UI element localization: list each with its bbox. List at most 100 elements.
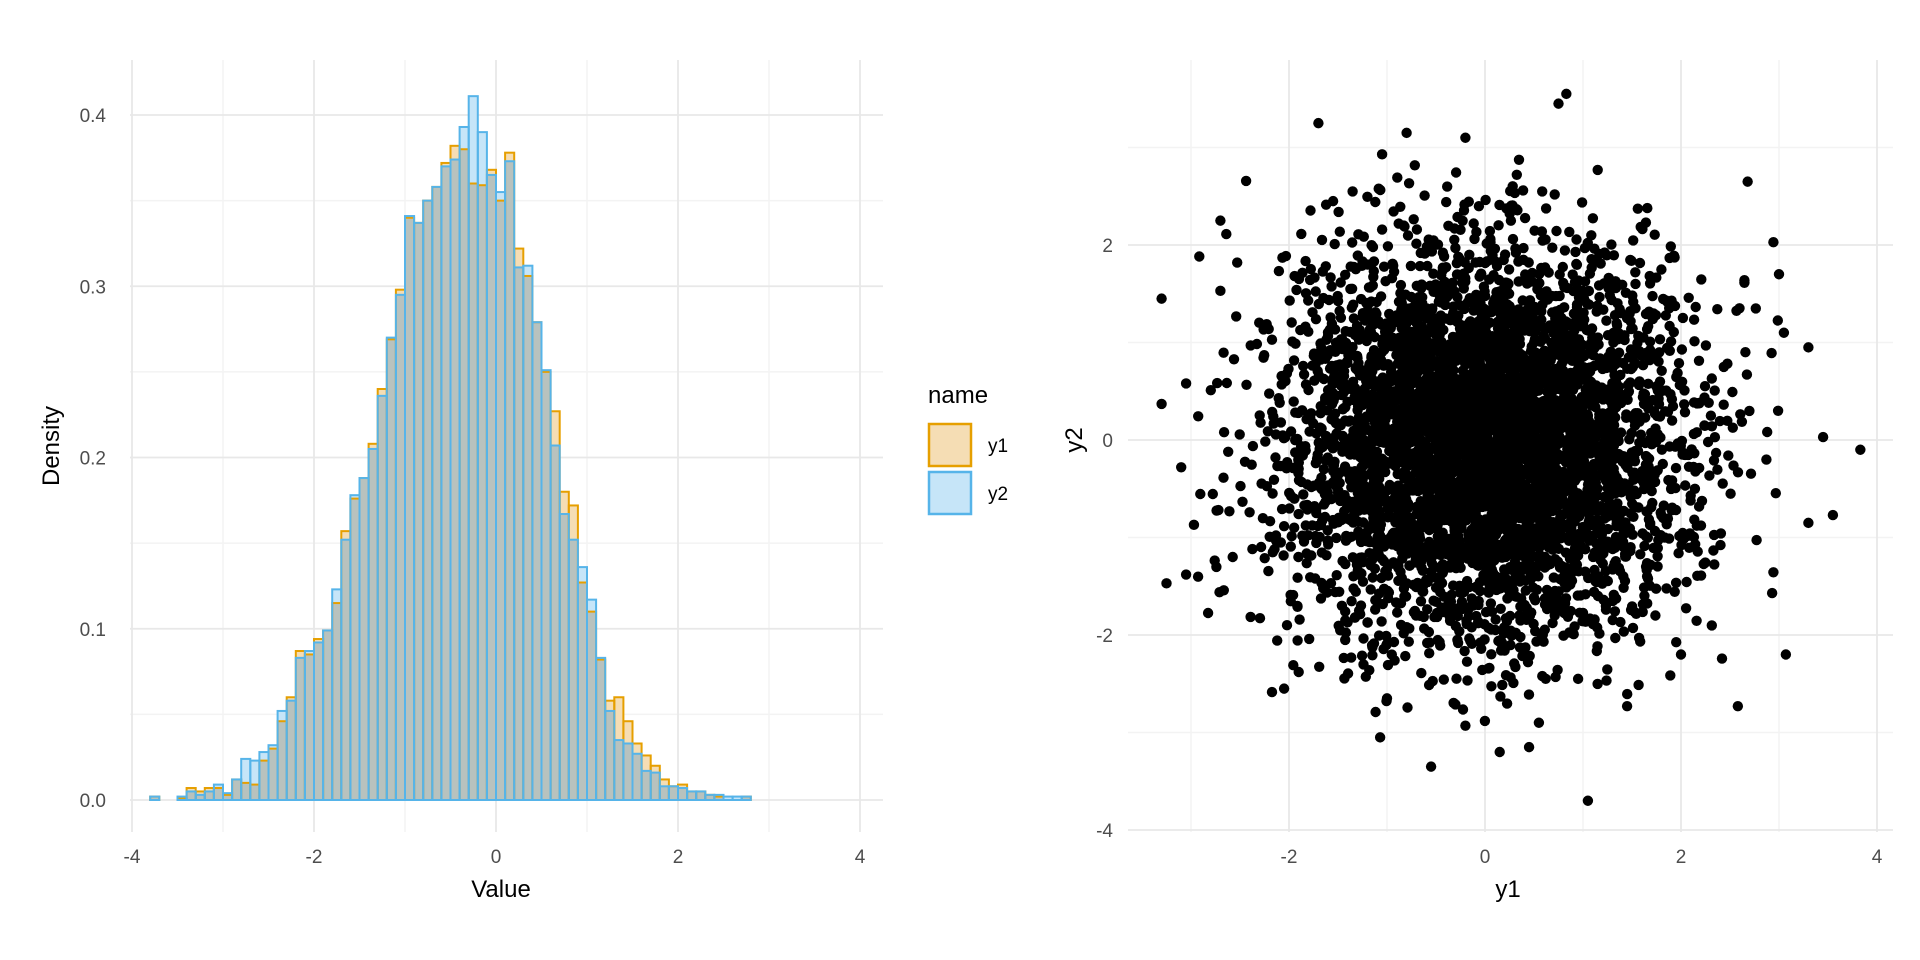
x-tick-label: -4 <box>124 847 141 868</box>
scatter-point <box>1333 206 1344 218</box>
scatter-point <box>1430 572 1441 583</box>
scatter-point <box>1589 254 1600 266</box>
scatter-point <box>1381 485 1393 496</box>
bar-y2-fill <box>241 758 251 800</box>
scatter-point <box>1554 290 1565 302</box>
scatter-point <box>1572 488 1584 499</box>
scatter-point <box>1618 505 1630 517</box>
scatter-point <box>1552 664 1563 676</box>
scatter-point <box>1386 649 1398 660</box>
scatter-point <box>1348 583 1359 594</box>
scatter-point <box>1657 458 1669 470</box>
scatter-point <box>1338 378 1350 389</box>
scatter-point <box>1500 551 1512 563</box>
scatter-point <box>1498 254 1509 266</box>
scatter-point <box>1597 578 1608 589</box>
scatter-point <box>1605 346 1617 357</box>
bar-overlap <box>514 267 524 801</box>
scatter-point <box>1644 354 1656 366</box>
scatter-point <box>1675 440 1687 452</box>
scatter-point <box>1703 397 1714 408</box>
scatter-point <box>1641 571 1653 582</box>
bar-overlap <box>195 794 205 800</box>
scatter-point <box>1367 650 1378 661</box>
scatter-point <box>1604 290 1616 301</box>
bar-overlap <box>295 657 305 800</box>
scatter-point <box>1507 233 1519 245</box>
scatter-point <box>1468 298 1479 309</box>
scatter-point <box>1618 571 1629 582</box>
scatter-point <box>1636 350 1648 362</box>
scatter-point <box>1440 509 1452 520</box>
scatter-point <box>1405 535 1417 546</box>
scatter-point <box>1367 642 1378 653</box>
scatter-point <box>1405 260 1417 272</box>
scatter-point <box>1417 565 1429 576</box>
scatter-point <box>1370 706 1381 718</box>
scatter-point <box>1490 256 1501 267</box>
scatter-point <box>1333 420 1345 432</box>
scatter-point <box>1559 302 1570 313</box>
scatter-point <box>1511 340 1523 351</box>
scatter-point <box>1342 668 1354 679</box>
scatter-point <box>1499 564 1510 575</box>
scatter-point <box>1446 589 1457 601</box>
scatter-point <box>1451 269 1463 280</box>
scatter-point <box>1247 543 1258 555</box>
scatter-point <box>1273 393 1284 404</box>
scatter-point <box>1717 478 1728 489</box>
scatter-point <box>1712 304 1723 315</box>
scatter-point <box>1440 262 1452 273</box>
scatter-point <box>1449 234 1460 245</box>
scatter-point <box>1692 570 1703 581</box>
scatter-point <box>1768 237 1779 248</box>
scatter-point <box>1475 268 1487 279</box>
scatter-point <box>1622 363 1633 374</box>
scatter-point <box>1456 414 1467 426</box>
scatter-point <box>1394 406 1406 417</box>
scatter-point <box>1598 548 1609 559</box>
scatter-point <box>1662 406 1674 417</box>
scatter-point <box>1485 233 1496 245</box>
scatter-point <box>1602 523 1614 535</box>
scatter-point <box>1487 331 1498 342</box>
scatter-point <box>1362 617 1373 628</box>
scatter-point <box>1354 441 1365 452</box>
scatter-point <box>1393 562 1404 573</box>
legend-swatch-y1 <box>927 422 973 468</box>
scatter-point <box>1772 405 1784 416</box>
scatter-point <box>1501 288 1512 299</box>
scatter-point <box>1218 472 1229 483</box>
scatter-point <box>1458 205 1470 216</box>
scatter-point <box>1311 537 1322 549</box>
scatter-point <box>1529 225 1540 236</box>
scatter-point <box>1293 457 1305 468</box>
scatter-point <box>1267 488 1278 499</box>
scatter-point <box>1322 393 1333 404</box>
scatter-point <box>1474 524 1486 535</box>
scatter-point <box>1457 704 1469 715</box>
scatter-point <box>1704 470 1715 481</box>
scatter-point <box>1526 276 1538 287</box>
scatter-point <box>1474 493 1486 504</box>
scatter-point <box>1532 284 1543 295</box>
scatter-point <box>1322 525 1333 536</box>
scatter-point <box>1292 635 1303 646</box>
scatter-point <box>1429 472 1440 483</box>
scatter-point <box>1324 363 1336 374</box>
scatter-point <box>1676 344 1688 355</box>
scatter-point <box>1325 272 1336 283</box>
scatter-point <box>1601 457 1613 468</box>
scatter-point <box>1289 522 1300 533</box>
scatter-point <box>1276 370 1287 382</box>
scatter-point <box>1350 554 1362 565</box>
scatter-point <box>1450 167 1462 178</box>
scatter-point <box>1586 230 1597 241</box>
scatter-point <box>1356 260 1368 271</box>
bar-overlap <box>286 700 296 800</box>
scatter-point <box>1610 593 1622 604</box>
scatter-point <box>1547 617 1558 629</box>
scatter-point <box>1622 688 1633 700</box>
scatter-point <box>1571 301 1583 313</box>
scatter-point <box>1656 264 1667 275</box>
